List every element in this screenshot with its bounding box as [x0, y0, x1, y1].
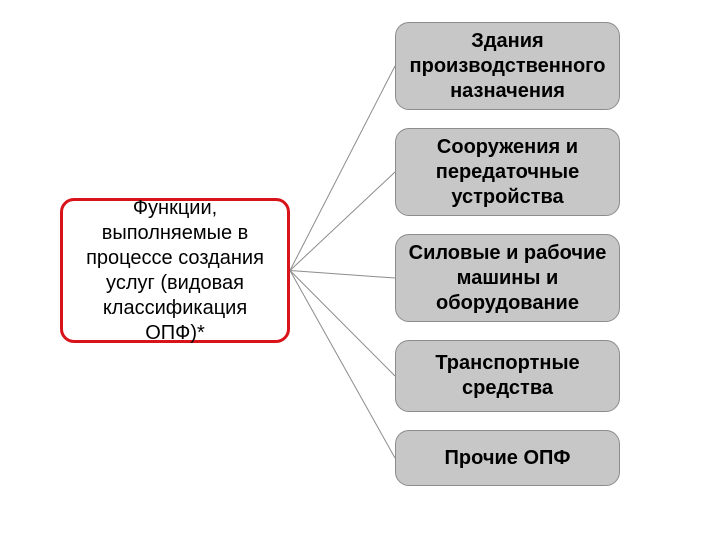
child-node-2: Силовые и рабочие машины и оборудование [395, 234, 620, 322]
child-node-3: Транспортные средства [395, 340, 620, 412]
diagram-canvas: Функции, выполняемые в процессе создания… [0, 0, 720, 540]
child-node-4: Прочие ОПФ [395, 430, 620, 486]
child-label: Здания производственного назначения [406, 29, 609, 104]
child-label: Транспортные средства [406, 351, 609, 401]
root-label: Функции, выполняемые в процессе создания… [73, 196, 277, 346]
child-label: Прочие ОПФ [445, 446, 571, 471]
child-label: Сооружения и передаточные устройства [406, 135, 609, 210]
root-node: Функции, выполняемые в процессе создания… [60, 198, 290, 343]
child-label: Силовые и рабочие машины и оборудование [406, 241, 609, 316]
child-node-0: Здания производственного назначения [395, 22, 620, 110]
child-node-1: Сооружения и передаточные устройства [395, 128, 620, 216]
